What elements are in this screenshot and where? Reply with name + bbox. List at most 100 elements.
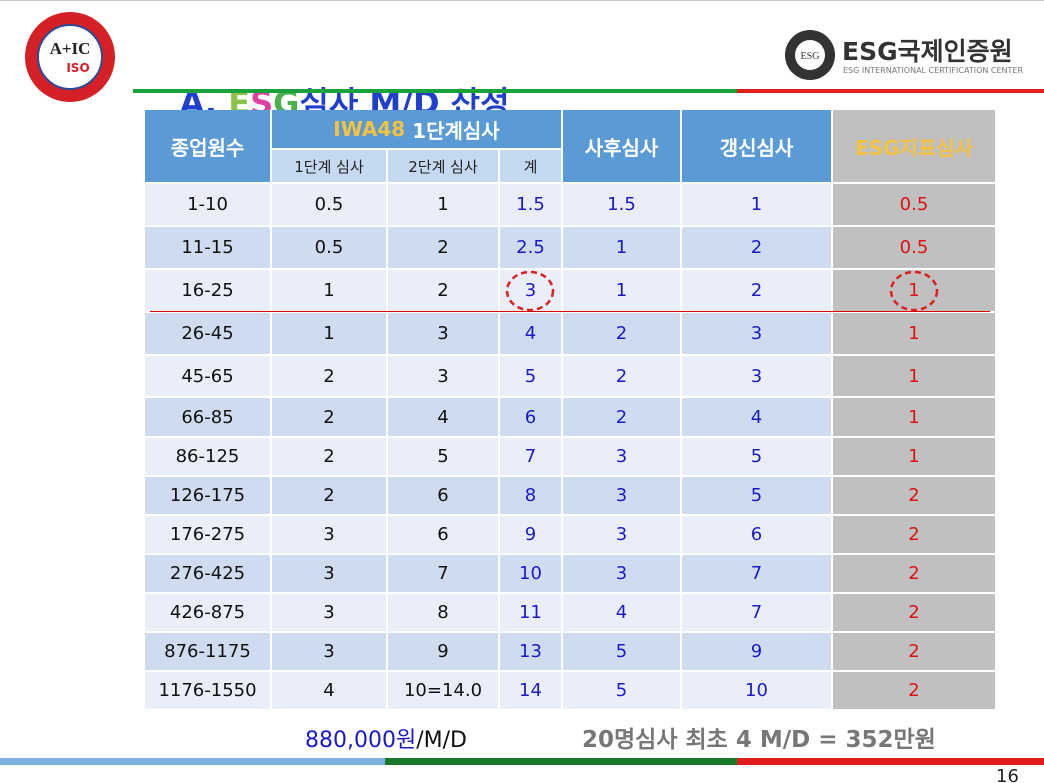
table-cell: 3 bbox=[272, 555, 388, 594]
table-cell: 0.5 bbox=[833, 184, 997, 227]
table-cell: 9 bbox=[500, 516, 563, 555]
logo-globe bbox=[37, 24, 103, 90]
table-cell: 2 bbox=[833, 477, 997, 516]
org-name: ESG국제인증원 bbox=[842, 37, 1013, 66]
price-unit: /M/D bbox=[416, 728, 467, 753]
subheader-cell: 1단계 심사 bbox=[272, 150, 388, 184]
table-cell: 6 bbox=[500, 398, 563, 438]
table-cell: 0.5 bbox=[833, 227, 997, 270]
table-cell: 7 bbox=[682, 555, 833, 594]
table-cell: 1 bbox=[563, 227, 682, 270]
table-cell: 2 bbox=[388, 270, 500, 313]
table-cell: 3 bbox=[272, 594, 388, 633]
header-cell: 종업원수 bbox=[145, 110, 272, 184]
table-cell: 3 bbox=[272, 633, 388, 672]
table-cell: 3 bbox=[563, 516, 682, 555]
table-cell: 86-125 bbox=[145, 438, 272, 477]
table-cell: 9 bbox=[682, 633, 833, 672]
top-rule bbox=[0, 0, 1044, 1]
table-cell: 7 bbox=[388, 555, 500, 594]
table-cell: 2 bbox=[563, 356, 682, 398]
table-cell: 1.5 bbox=[500, 184, 563, 227]
table-cell: 2 bbox=[272, 477, 388, 516]
table-cell: 2 bbox=[833, 633, 997, 672]
table-cell: 176-275 bbox=[145, 516, 272, 555]
subheader-cell: 2단계 심사 bbox=[388, 150, 500, 184]
table-cell: 426-875 bbox=[145, 594, 272, 633]
table-cell: 3 bbox=[388, 356, 500, 398]
table-cell: 0.5 bbox=[272, 184, 388, 227]
header-cell: IWA48 1단계심사 bbox=[272, 110, 563, 150]
table-cell: 5 bbox=[682, 477, 833, 516]
table-cell: 1 bbox=[833, 398, 997, 438]
table-cell: 4 bbox=[500, 313, 563, 356]
table-cell: 6 bbox=[388, 477, 500, 516]
table-cell: 4 bbox=[682, 398, 833, 438]
header-cell: 사후심사 bbox=[563, 110, 682, 184]
table-cell: 0.5 bbox=[272, 227, 388, 270]
table-cell: 1.5 bbox=[563, 184, 682, 227]
table-cell: 26-45 bbox=[145, 313, 272, 356]
org-sub: ESG INTERNATIONAL CERTIFICATION CENTER bbox=[843, 66, 1024, 75]
table-cell: 4 bbox=[563, 594, 682, 633]
table-cell: 2 bbox=[833, 516, 997, 555]
table-cell: 7 bbox=[500, 438, 563, 477]
table-cell: 3 bbox=[388, 313, 500, 356]
table-cell: 276-425 bbox=[145, 555, 272, 594]
table-cell: 66-85 bbox=[145, 398, 272, 438]
table-cell: 1 bbox=[833, 270, 997, 313]
title-rule-green bbox=[133, 89, 737, 93]
table-cell: 5 bbox=[563, 672, 682, 711]
table-cell: 6 bbox=[682, 516, 833, 555]
table-cell: 16-25 bbox=[145, 270, 272, 313]
table-cell: 1 bbox=[388, 184, 500, 227]
table-cell: 5 bbox=[682, 438, 833, 477]
divider-line bbox=[150, 311, 990, 312]
table-cell: 14 bbox=[500, 672, 563, 711]
table-cell: 5 bbox=[500, 356, 563, 398]
table-cell: 2 bbox=[563, 398, 682, 438]
table-cell: 1 bbox=[833, 356, 997, 398]
table-cell: 4 bbox=[272, 672, 388, 711]
table-cell: 1 bbox=[272, 313, 388, 356]
table-cell: 7 bbox=[682, 594, 833, 633]
logo-text: A+IC bbox=[50, 39, 91, 58]
left-logo: A+IC ISO bbox=[25, 12, 115, 102]
table-cell: 13 bbox=[500, 633, 563, 672]
header-text: 1단계심사 bbox=[405, 118, 500, 143]
page-number: 16 bbox=[996, 766, 1019, 783]
table-cell: 10 bbox=[500, 555, 563, 594]
subheader-cell: 계 bbox=[500, 150, 563, 184]
note: 20명심사 최초 4 M/D = 352만원 bbox=[582, 727, 936, 753]
table-cell: 8 bbox=[500, 477, 563, 516]
table-cell: 2 bbox=[833, 672, 997, 711]
table-cell: 2 bbox=[272, 438, 388, 477]
table-cell: 10 bbox=[682, 672, 833, 711]
bottom-bar bbox=[385, 758, 737, 765]
table-cell: 126-175 bbox=[145, 477, 272, 516]
price-amount: 880,000원 bbox=[305, 728, 417, 753]
table-cell: 11-15 bbox=[145, 227, 272, 270]
bottom-bar bbox=[737, 758, 1044, 765]
title-rule-red bbox=[737, 89, 1044, 93]
right-seal: ESG bbox=[785, 30, 835, 80]
table-cell: 3 bbox=[563, 438, 682, 477]
bottom-bar bbox=[0, 758, 385, 765]
table-cell: 5 bbox=[388, 438, 500, 477]
table-cell: 2 bbox=[833, 594, 997, 633]
header-cell: ESG지표심사 bbox=[833, 110, 997, 184]
table-cell: 876-1175 bbox=[145, 633, 272, 672]
table-cell: 1 bbox=[833, 438, 997, 477]
table-cell: 6 bbox=[388, 516, 500, 555]
table-cell: 2 bbox=[388, 227, 500, 270]
header-cell: 갱신심사 bbox=[682, 110, 833, 184]
table-cell: 3 bbox=[682, 356, 833, 398]
table-cell: 3 bbox=[500, 270, 563, 313]
table-cell: 2 bbox=[272, 356, 388, 398]
table-cell: 3 bbox=[563, 477, 682, 516]
logo-text: ISO bbox=[66, 61, 89, 75]
table-cell: 2 bbox=[682, 270, 833, 313]
table-cell: 1-10 bbox=[145, 184, 272, 227]
table-cell: 1 bbox=[272, 270, 388, 313]
